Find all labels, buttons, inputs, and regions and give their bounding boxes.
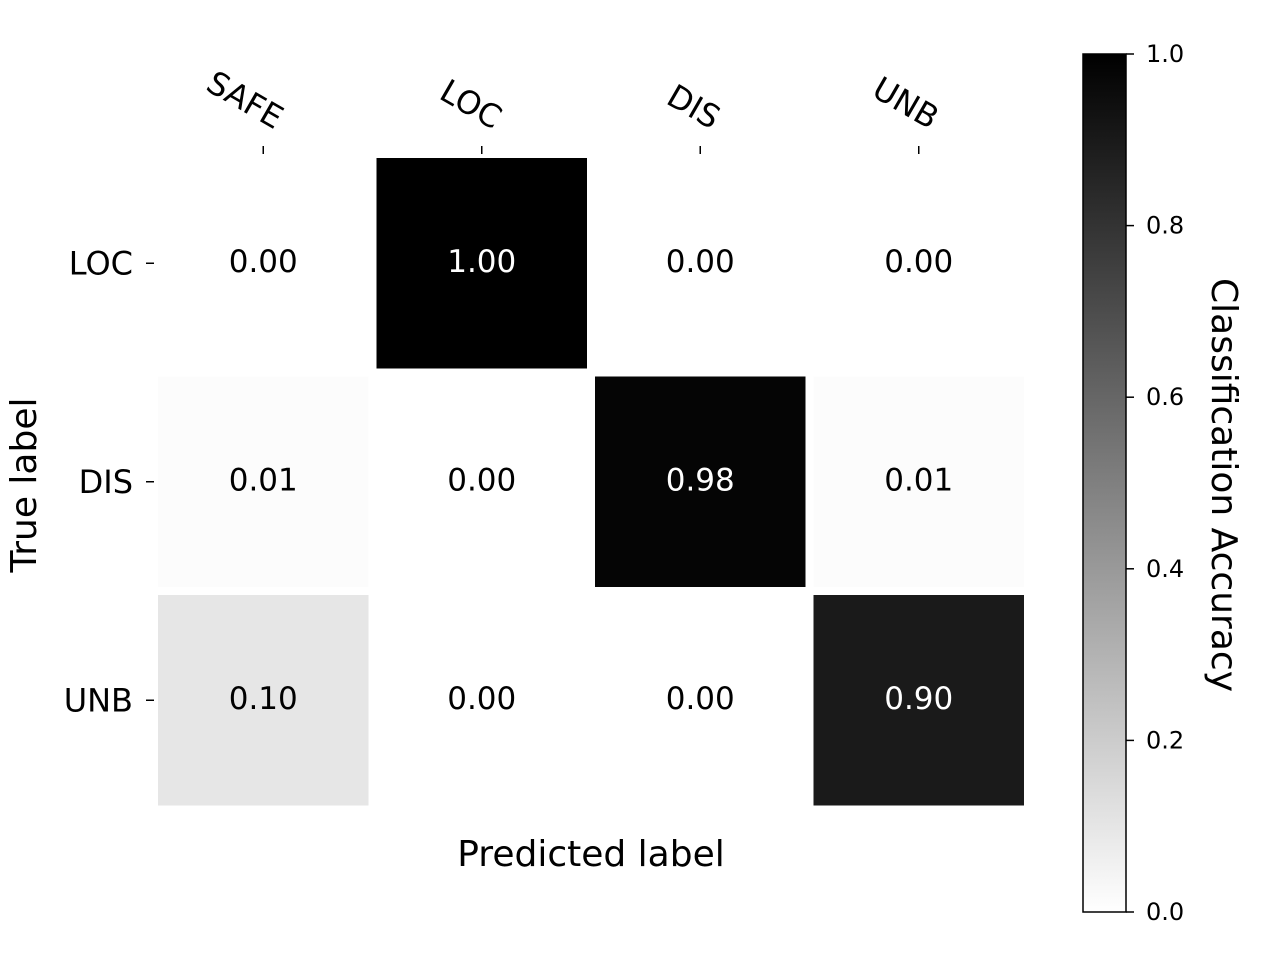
cell-label: 0.10: [229, 681, 298, 717]
heatmap-cell: [813, 158, 1024, 369]
cell-label: 0.01: [884, 462, 953, 498]
cell-label: 0.90: [884, 681, 953, 717]
cell-label: 1.00: [447, 244, 516, 280]
x-tick-label: UNB: [866, 69, 945, 137]
colorbar-tick-label: 0.0: [1146, 898, 1184, 926]
cell-label: 0.01: [229, 462, 298, 498]
heatmap-cell: [158, 595, 369, 806]
colorbar-tick-label: 0.8: [1146, 212, 1184, 240]
heatmap-cell: [376, 376, 587, 587]
colorbar-tick-label: 0.6: [1146, 383, 1184, 411]
cell-label: 0.00: [447, 462, 516, 498]
x-axis-label: Predicted label: [457, 834, 725, 875]
heatmap-cell: [595, 158, 806, 369]
cell-label: 0.00: [884, 244, 953, 280]
x-tick-label: SAFE: [200, 63, 290, 137]
colorbar-tick-label: 1.0: [1146, 40, 1184, 68]
heatmap-cell: [813, 376, 1024, 587]
heatmap-cell: [376, 158, 587, 369]
colorbar-tick-label: 0.2: [1146, 726, 1184, 754]
x-tick-label: DIS: [661, 77, 727, 137]
colorbar-tick-label: 0.4: [1146, 555, 1184, 583]
y-tick-label: LOC: [69, 244, 133, 282]
heatmap-cell: [595, 595, 806, 806]
heatmap-cell: [376, 595, 587, 806]
cell-label: 0.00: [447, 681, 516, 717]
cell-label: 0.00: [666, 681, 735, 717]
cell-label: 0.00: [666, 244, 735, 280]
y-tick-label: UNB: [64, 681, 133, 719]
heatmap-cell: [158, 158, 369, 369]
heatmap-cell: [595, 376, 806, 587]
y-axis-label: True label: [4, 398, 45, 574]
x-tick-label: LOC: [434, 72, 509, 137]
heatmap-cell: [158, 376, 369, 587]
cell-label: 0.00: [229, 244, 298, 280]
colorbar-label: Classification Accuracy: [1203, 278, 1244, 692]
cell-label: 0.98: [666, 462, 735, 498]
colorbar: [1082, 53, 1127, 913]
y-tick-label: DIS: [79, 463, 133, 501]
heatmap-cell: [813, 595, 1024, 806]
